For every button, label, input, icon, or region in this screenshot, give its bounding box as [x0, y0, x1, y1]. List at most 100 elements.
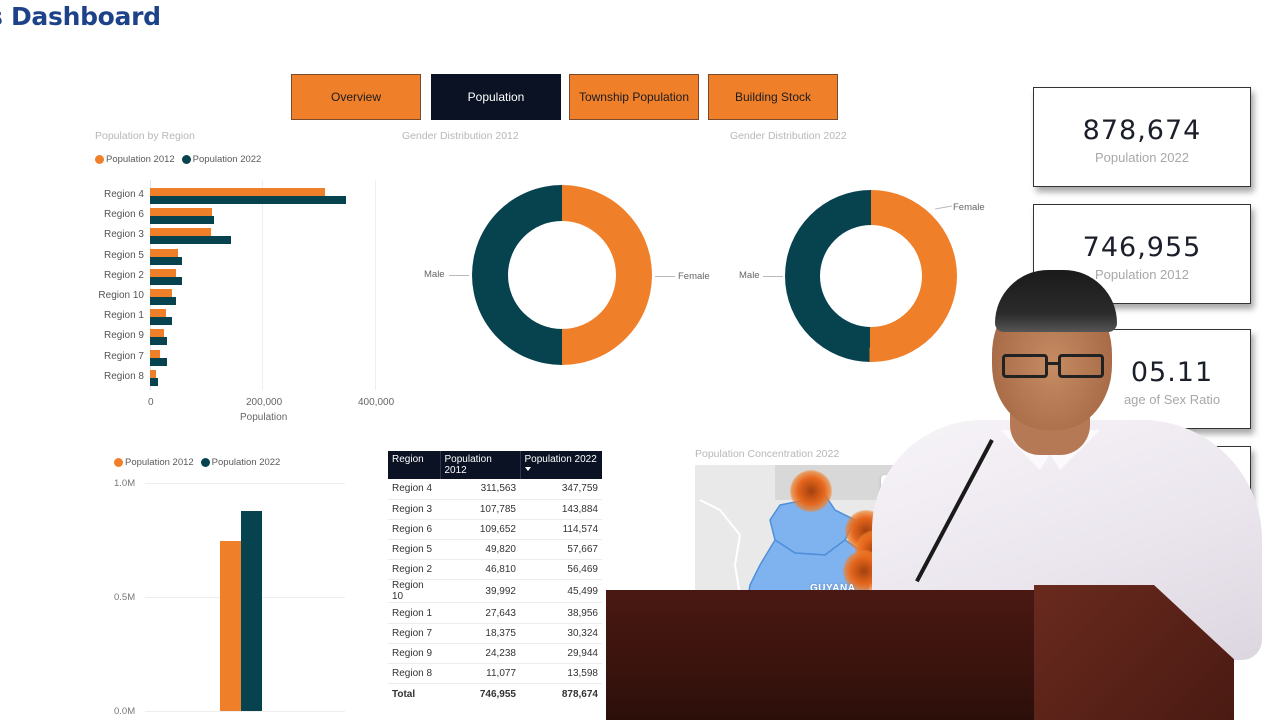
region-cell: Region 7: [388, 623, 440, 644]
value-cell: 49,820: [440, 539, 520, 561]
bar-population-2012[interactable]: [150, 268, 177, 277]
bar-population-2012[interactable]: [150, 349, 161, 358]
table-row[interactable]: Region 10 39,992 45,499: [388, 579, 602, 604]
kpi-card-4: [1033, 446, 1251, 546]
tab-building-stock[interactable]: Building Stock: [708, 74, 838, 120]
value-cell: 39,992: [440, 579, 520, 604]
map-title: Population Concentration 2022: [695, 448, 840, 460]
bar-population-2012[interactable]: [220, 540, 241, 711]
region-cell: Region 3: [388, 499, 440, 520]
bar-population-2012[interactable]: [150, 208, 212, 217]
table-row[interactable]: Region 2 46,810 56,469: [388, 559, 602, 581]
total-value: 878,674: [520, 683, 602, 706]
bar-population-2022[interactable]: [150, 276, 182, 285]
table-row[interactable]: Region 8 11,077 13,598: [388, 663, 602, 685]
value-cell: 311,563: [440, 479, 520, 500]
region-cell: Region 10: [388, 579, 440, 604]
category-label: Region 5: [103, 249, 144, 261]
tab-population[interactable]: Population: [431, 74, 561, 120]
female-label-2012: Female: [678, 271, 710, 282]
region-bar-chart[interactable]: [150, 180, 380, 390]
bar-population-2012[interactable]: [150, 228, 211, 237]
region-chart-legend: Population 2012 Population 2022: [95, 154, 265, 165]
category-label: Region 7: [103, 350, 144, 362]
x-tick: 400,000: [358, 397, 395, 408]
region-cell: Region 4: [388, 479, 440, 500]
gender-2012-donut[interactable]: [472, 185, 652, 365]
gridline: [145, 483, 345, 484]
column-header-region[interactable]: Region: [388, 451, 440, 479]
bar-population-2022[interactable]: [241, 510, 262, 711]
legend-dot-2012: [114, 458, 123, 467]
kpi-label: age of Sex Ratio: [1123, 392, 1221, 407]
leader-line: [655, 276, 675, 277]
table-total-row: Total 746,955 878,674: [388, 683, 602, 706]
donut-hole: [508, 221, 616, 329]
bar-population-2022[interactable]: [150, 297, 176, 305]
gender-2022-donut[interactable]: [785, 190, 957, 362]
hotspot-marker[interactable]: [790, 470, 832, 512]
population-concentration-map[interactable]: G GUYANA: [695, 465, 1025, 615]
x-axis-title: Population: [240, 412, 288, 423]
bar-population-2022[interactable]: [150, 256, 183, 265]
legend-dot-2022: [181, 155, 191, 164]
legend-dot-2012: [95, 155, 104, 164]
region-cell: Region 1: [388, 602, 440, 624]
total-value: 746,955: [440, 683, 520, 706]
gridline: [145, 711, 345, 712]
y-tick: 0.0M: [114, 706, 136, 717]
value-cell: 30,324: [520, 623, 602, 644]
value-cell: 107,785: [440, 499, 520, 520]
region-cell: Region 8: [388, 663, 440, 685]
table-row[interactable]: Region 5 49,820 57,667: [388, 539, 602, 561]
gridline: [375, 180, 376, 390]
category-label: Region 1: [103, 310, 144, 322]
bar-population-2022[interactable]: [150, 196, 346, 204]
total-column-chart[interactable]: [145, 483, 345, 713]
bar-population-2022[interactable]: [150, 337, 167, 346]
bar-population-2012[interactable]: [150, 309, 166, 318]
bar-population-2012[interactable]: [150, 289, 173, 297]
x-tick: 0: [148, 397, 154, 408]
population-table: Region Population 2012 Population 2022 R…: [388, 451, 602, 706]
map-country-label: GUYANA: [810, 583, 856, 594]
bar-population-2022[interactable]: [150, 357, 168, 366]
bar-population-2012[interactable]: [150, 188, 326, 196]
value-cell: 18,375: [440, 623, 520, 644]
category-label: Region 3: [103, 229, 144, 241]
region-cell: Region 5: [388, 539, 440, 561]
legend-label-2022: Population 2022: [211, 457, 281, 468]
kpi-card-sex-ratio: 05.11 age of Sex Ratio: [1033, 329, 1251, 429]
value-cell: 29,944: [520, 643, 602, 665]
table-row[interactable]: Region 1 27,643 38,956: [388, 602, 602, 624]
legend-dot-2022: [200, 458, 210, 467]
tab-township-population[interactable]: Township Population: [569, 74, 699, 120]
legend-label-2012: Population 2012: [125, 457, 194, 468]
map-layers-icon: [889, 483, 903, 497]
table-row[interactable]: Region 7 18,375 30,324: [388, 623, 602, 644]
column-header-population-2022[interactable]: Population 2022: [519, 451, 602, 479]
kpi-card-population-2022: 878,674 Population 2022: [1033, 87, 1251, 187]
region-chart-title: Population by Region: [95, 130, 195, 142]
value-cell: 347,759: [520, 479, 602, 500]
bar-population-2022[interactable]: [150, 377, 158, 386]
bar-population-2012[interactable]: [150, 369, 157, 378]
category-label: Region 4: [103, 189, 144, 200]
bar-population-2022[interactable]: [150, 216, 215, 225]
page-title: s Dashboard: [0, 2, 161, 31]
map-style-control[interactable]: G: [881, 475, 941, 505]
table-row[interactable]: Region 3 107,785 143,884: [388, 499, 602, 520]
total-chart-legend: Population 2012 Population 2022: [114, 457, 284, 468]
bar-population-2022[interactable]: [150, 236, 231, 245]
bar-population-2022[interactable]: [150, 317, 172, 326]
column-header-population-2012[interactable]: Population 2012: [439, 451, 520, 479]
bar-population-2012[interactable]: [150, 248, 179, 257]
tab-overview[interactable]: Overview: [291, 74, 421, 120]
axis-line: [150, 180, 151, 390]
legend-label-2012: Population 2012: [106, 154, 175, 165]
table-row[interactable]: Region 6 109,652 114,574: [388, 519, 602, 541]
y-tick: 1.0M: [114, 478, 136, 489]
table-row[interactable]: Region 9 24,238 29,944: [388, 643, 602, 665]
bar-population-2012[interactable]: [150, 329, 164, 338]
table-row[interactable]: Region 4 311,563 347,759: [388, 479, 602, 500]
